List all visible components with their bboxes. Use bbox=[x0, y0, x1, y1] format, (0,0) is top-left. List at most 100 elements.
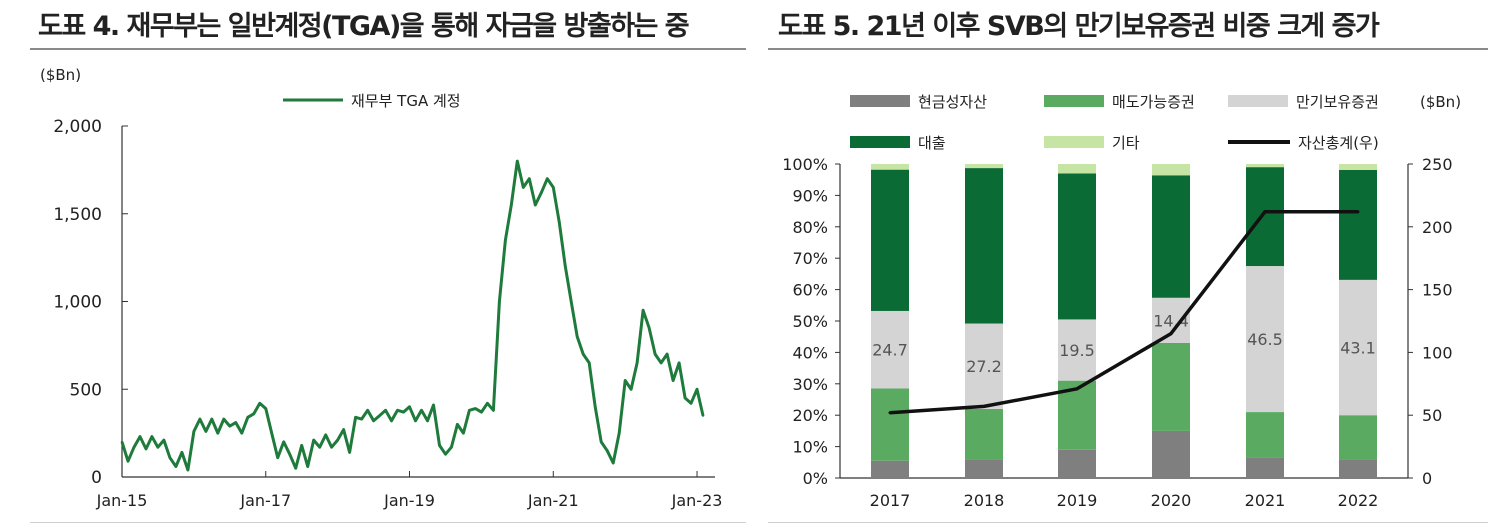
bar-segment-1 bbox=[871, 460, 909, 478]
left-y-tick-label: 90% bbox=[792, 186, 828, 205]
tga-data-point bbox=[402, 410, 405, 414]
y-tick-label: 0 bbox=[91, 468, 102, 488]
right-title-rule bbox=[768, 48, 1488, 50]
bar-segment-5 bbox=[1152, 164, 1190, 176]
legend-label-series-5: 기타 bbox=[1112, 134, 1140, 152]
tga-data-point bbox=[480, 410, 483, 414]
tga-data-point bbox=[348, 451, 351, 454]
x-tick-label: Jan-19 bbox=[383, 491, 435, 510]
tga-data-point bbox=[528, 177, 531, 180]
tga-data-point bbox=[138, 435, 142, 438]
left-y-tick-label: 0% bbox=[803, 469, 828, 488]
tga-data-point bbox=[504, 238, 507, 242]
tga-data-point bbox=[330, 445, 333, 449]
tga-data-point bbox=[605, 449, 609, 452]
bar-segment-3 bbox=[1246, 266, 1284, 413]
tga-data-point bbox=[306, 465, 309, 468]
tga-data-point bbox=[144, 447, 148, 451]
x-category-label: 2021 bbox=[1245, 491, 1286, 510]
tga-data-point bbox=[474, 407, 477, 410]
right-y-tick-label: 250 bbox=[1422, 155, 1453, 174]
htm-data-label: 19.5 bbox=[1059, 341, 1095, 360]
tga-data-point bbox=[168, 456, 172, 459]
right-axis-unit-label: ($Bn) bbox=[1420, 93, 1461, 111]
bar-segment-1 bbox=[965, 459, 1003, 478]
tga-data-point bbox=[180, 451, 184, 454]
legend-label-series-3: 만기보유증권 bbox=[1296, 93, 1379, 111]
bar-segment-5 bbox=[965, 164, 1003, 169]
tga-data-point bbox=[522, 186, 525, 189]
tga-data-point bbox=[384, 409, 387, 412]
tga-data-point bbox=[438, 444, 441, 447]
legend-swatch-series-4 bbox=[850, 136, 910, 148]
tga-data-point bbox=[204, 430, 208, 433]
htm-data-label: 27.2 bbox=[966, 357, 1002, 376]
tga-data-point bbox=[366, 409, 369, 412]
tga-data-point bbox=[186, 468, 190, 472]
bar-segment-2 bbox=[1246, 412, 1284, 458]
x-tick-label: Jan-21 bbox=[527, 491, 579, 510]
right-y-tick-label: 50 bbox=[1422, 406, 1442, 425]
tga-data-point bbox=[156, 445, 160, 449]
tga-data-point bbox=[534, 203, 537, 207]
tga-data-point bbox=[324, 433, 327, 437]
tga-data-point bbox=[594, 405, 597, 408]
tga-data-point bbox=[408, 405, 411, 408]
tga-data-point bbox=[270, 431, 273, 435]
tga-data-point bbox=[420, 409, 423, 412]
tga-data-point bbox=[300, 444, 303, 447]
tga-data-point bbox=[671, 379, 675, 382]
x-category-label: 2017 bbox=[870, 491, 911, 510]
y-tick-label: 1,500 bbox=[53, 205, 102, 225]
y-tick-label: 2,000 bbox=[53, 117, 102, 137]
htm-data-label: 43.1 bbox=[1340, 339, 1376, 358]
right-chart-title: 도표 5. 21년 이후 SVB의 만기보유증권 비중 크게 증가 bbox=[778, 11, 1380, 42]
tga-data-point bbox=[450, 445, 453, 449]
bar-segment-1 bbox=[1339, 459, 1377, 478]
tga-data-point bbox=[617, 431, 621, 435]
bar-segment-4 bbox=[1152, 175, 1190, 298]
tga-data-point bbox=[623, 379, 627, 382]
right-y-tick-label: 200 bbox=[1422, 218, 1453, 237]
tga-data-point bbox=[342, 428, 345, 431]
tga-data-point bbox=[318, 445, 321, 449]
tga-data-point bbox=[174, 465, 178, 468]
tga-data-point bbox=[576, 335, 579, 338]
tga-data-point bbox=[599, 440, 603, 444]
legend-swatch-series-2 bbox=[1044, 95, 1104, 107]
legend-label-series-4: 대출 bbox=[918, 134, 946, 152]
tga-data-point bbox=[468, 409, 471, 412]
total-assets-point bbox=[982, 404, 986, 408]
x-tick-label: Jan-17 bbox=[239, 491, 291, 510]
tga-data-point bbox=[659, 361, 663, 365]
tga-data-point bbox=[288, 452, 291, 456]
tga-data-point bbox=[695, 388, 699, 391]
tga-data-point bbox=[360, 417, 363, 421]
bar-segment-3 bbox=[1058, 319, 1096, 381]
total-assets-point bbox=[1169, 332, 1173, 336]
tga-data-point bbox=[653, 352, 657, 356]
tga-data-point bbox=[396, 409, 399, 412]
bar-segment-3 bbox=[871, 310, 909, 389]
total-assets-point bbox=[1263, 210, 1267, 214]
bar-segment-5 bbox=[871, 164, 909, 170]
legend-label-series-2: 매도가능증권 bbox=[1112, 93, 1195, 111]
tga-data-point bbox=[564, 265, 567, 268]
tga-data-point bbox=[677, 361, 681, 365]
bar-segment-2 bbox=[1339, 415, 1377, 460]
x-tick-label: Jan-23 bbox=[671, 491, 723, 510]
htm-data-label: 46.5 bbox=[1247, 330, 1283, 349]
tga-data-point bbox=[120, 440, 124, 444]
tga-data-point bbox=[540, 191, 543, 194]
tga-data-point bbox=[390, 419, 393, 423]
tga-line-chart: ($Bn) 0 500 1,000 1,500 2,000 Jan-15 Jan-17 Jan-… bbox=[40, 66, 723, 510]
tga-data-point bbox=[462, 431, 465, 435]
bar-segment-4 bbox=[1246, 167, 1284, 267]
legend-swatch-series-3 bbox=[1228, 95, 1288, 107]
tga-data-point bbox=[150, 435, 154, 438]
tga-data-point bbox=[282, 440, 285, 444]
tga-data-point bbox=[444, 452, 447, 456]
legend-swatch-series-1 bbox=[850, 95, 910, 107]
left-bottom-rule bbox=[30, 522, 746, 523]
